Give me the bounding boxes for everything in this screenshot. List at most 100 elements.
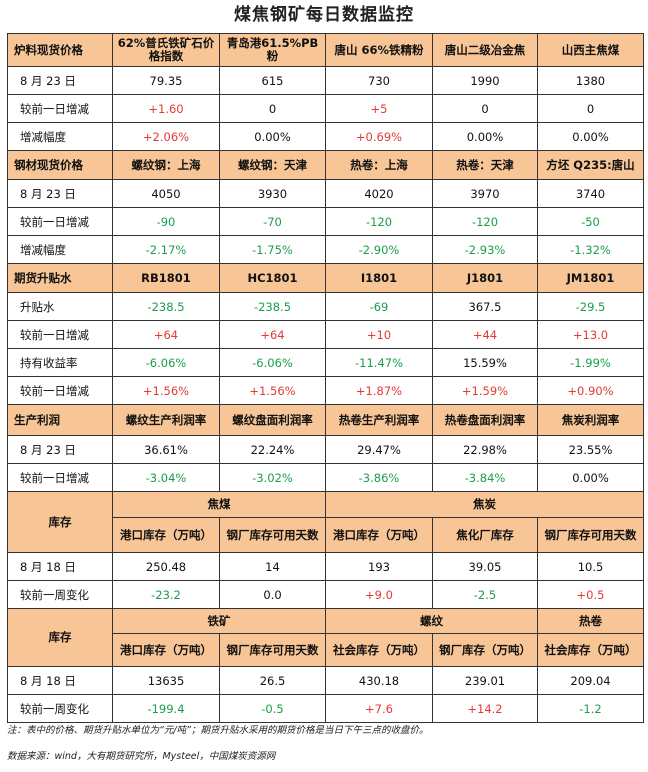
group-header: 焦煤 <box>112 491 326 518</box>
value-cell: 615 <box>219 66 326 95</box>
value-cell: -238.5 <box>219 292 326 321</box>
column-header: 热卷盘面利润率 <box>432 404 538 436</box>
row-label: 8 月 23 日 <box>7 66 113 95</box>
inventory-group-row: 库存 铁矿 螺纹 热卷 <box>7 608 644 667</box>
value-cell: 0.00% <box>219 122 326 151</box>
page-title: 煤焦钢矿每日数据监控 <box>234 5 414 25</box>
value-cell: 15.59% <box>432 348 538 377</box>
value-cell: 0.00% <box>432 122 538 151</box>
column-header: 钢厂库存可用天数 <box>219 517 326 553</box>
row-label: 8 月 18 日 <box>7 552 113 581</box>
value-cell: 0.00% <box>537 122 644 151</box>
row-label: 较前一日增减 <box>7 376 113 405</box>
section-title: 炉料现货价格 <box>7 33 113 67</box>
row-label: 较前一周变化 <box>7 694 113 723</box>
value-cell: 14 <box>219 552 326 581</box>
column-header: 焦炭利润率 <box>537 404 644 436</box>
value-cell: 29.47% <box>325 435 433 464</box>
value-cell: -3.02% <box>219 463 326 492</box>
column-header: 唐山二级冶金焦 <box>432 33 538 67</box>
value-cell: -1.75% <box>219 235 326 264</box>
value-cell: -2.17% <box>112 235 220 264</box>
value-cell: 730 <box>325 66 433 95</box>
source-note: 数据来源：wind，大有期货研究所，Mysteel，中国煤炭资源网 <box>7 751 276 762</box>
value-cell: +13.0 <box>537 320 644 349</box>
value-cell: 13635 <box>112 666 220 695</box>
monitor-table: 炉料现货价格 62%普氏铁矿石价格指数 青岛港61.5%PB粉 唐山 66%铁精粉 唐山… <box>7 33 644 723</box>
table-row: 持有收益率 -6.06% -6.06% -11.47% 15.59% -1.99% <box>7 348 644 377</box>
table-row: 较前一周变化 -23.2 0.0 +9.0 -2.5 +0.5 <box>7 580 644 609</box>
value-cell: 0.0 <box>219 580 326 609</box>
table-row: 8 月 23 日 79.35 615 730 1990 1380 <box>7 66 644 95</box>
group-header: 螺纹 <box>325 608 538 634</box>
value-cell: +1.59% <box>432 376 538 405</box>
value-cell: 1990 <box>432 66 538 95</box>
value-cell: -29.5 <box>537 292 644 321</box>
value-cell: +1.87% <box>325 376 433 405</box>
section-header-row: 生产利润 螺纹生产利润率 螺纹盘面利润率 热卷生产利润率 热卷盘面利润率 焦炭利润率 <box>7 404 644 436</box>
column-header: RB1801 <box>112 263 220 293</box>
column-header: 螺纹钢：天津 <box>219 150 326 180</box>
value-cell: 23.55% <box>537 435 644 464</box>
value-cell: 239.01 <box>432 666 538 695</box>
value-cell: -2.93% <box>432 235 538 264</box>
value-cell: -199.4 <box>112 694 220 723</box>
row-label: 升贴水 <box>7 292 113 321</box>
section-title: 库存 <box>7 491 113 553</box>
value-cell: -2.90% <box>325 235 433 264</box>
value-cell: 26.5 <box>219 666 326 695</box>
table-row: 较前一日增减 -3.04% -3.02% -3.86% -3.84% 0.00% <box>7 463 644 492</box>
group-header: 热卷 <box>537 608 644 634</box>
column-header: 螺纹钢：上海 <box>112 150 220 180</box>
value-cell: -3.86% <box>325 463 433 492</box>
value-cell: -1.99% <box>537 348 644 377</box>
value-cell: 0 <box>432 94 538 123</box>
value-cell: +5 <box>325 94 433 123</box>
column-header: 社会库存（万吨） <box>325 633 433 667</box>
value-cell: +9.0 <box>325 580 433 609</box>
value-cell: +1.56% <box>219 376 326 405</box>
column-header: 山西主焦煤 <box>537 33 644 67</box>
column-header: 社会库存（万吨） <box>537 633 644 667</box>
value-cell: 367.5 <box>432 292 538 321</box>
value-cell: +1.56% <box>112 376 220 405</box>
value-cell: +44 <box>432 320 538 349</box>
value-cell: +64 <box>112 320 220 349</box>
row-label: 8 月 23 日 <box>7 179 113 208</box>
value-cell: -90 <box>112 207 220 236</box>
row-label: 8 月 18 日 <box>7 666 113 695</box>
value-cell: +0.69% <box>325 122 433 151</box>
value-cell: +1.60 <box>112 94 220 123</box>
column-header: 热卷：天津 <box>432 150 538 180</box>
value-cell: +7.6 <box>325 694 433 723</box>
row-label: 8 月 23 日 <box>7 435 113 464</box>
value-cell: -6.06% <box>112 348 220 377</box>
inventory-group-row: 库存 焦煤 焦炭 <box>7 491 644 553</box>
value-cell: 39.05 <box>432 552 538 581</box>
value-cell: +2.06% <box>112 122 220 151</box>
value-cell: 430.18 <box>325 666 433 695</box>
group-header: 焦炭 <box>325 491 644 518</box>
section-title: 库存 <box>7 608 113 667</box>
value-cell: -120 <box>432 207 538 236</box>
value-cell: 3970 <box>432 179 538 208</box>
column-header: 青岛港61.5%PB粉 <box>219 33 326 67</box>
row-label: 较前一周变化 <box>7 580 113 609</box>
value-cell: -0.5 <box>219 694 326 723</box>
inventory-subheader-row: 港口库存（万吨） 钢厂库存可用天数 港口库存（万吨） 焦化厂库存 钢厂库存可用天数 <box>8 517 644 553</box>
column-header: 方坯 Q235:唐山 <box>537 150 644 180</box>
monitor-table-body: 炉料现货价格 62%普氏铁矿石价格指数 青岛港61.5%PB粉 唐山 66%铁精粉 唐山… <box>7 33 644 723</box>
section-title: 钢材现货价格 <box>7 150 113 180</box>
table-row: 8 月 23 日 4050 3930 4020 3970 3740 <box>7 179 644 208</box>
table-row: 较前一周变化 -199.4 -0.5 +7.6 +14.2 -1.2 <box>7 694 644 723</box>
value-cell: 36.61% <box>112 435 220 464</box>
value-cell: -69 <box>325 292 433 321</box>
value-cell: +14.2 <box>432 694 538 723</box>
section-title: 期货升贴水 <box>7 263 113 293</box>
value-cell: -1.2 <box>537 694 644 723</box>
unit-note: 注：表中的价格、期货升贴水单位为“元/吨”；期货升贴水采用的期货价格是当日下午三… <box>7 725 429 736</box>
column-header: 钢厂库存可用天数 <box>537 517 644 553</box>
value-cell: +64 <box>219 320 326 349</box>
value-cell: 22.24% <box>219 435 326 464</box>
